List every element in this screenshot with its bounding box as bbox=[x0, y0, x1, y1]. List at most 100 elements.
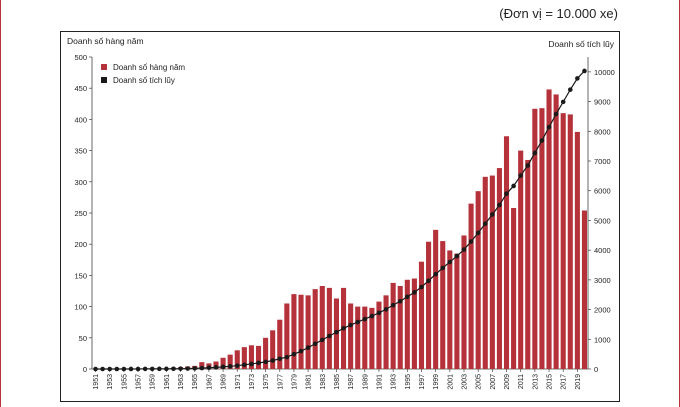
annual-sales-bar bbox=[376, 301, 382, 369]
x-tick-label: 1975 bbox=[263, 374, 270, 390]
y-left-tick-label: 150 bbox=[74, 271, 87, 280]
y-left-tick-label: 400 bbox=[74, 115, 87, 124]
annual-sales-bars bbox=[149, 89, 588, 370]
annual-sales-bar bbox=[319, 286, 325, 369]
annual-sales-bar bbox=[539, 108, 545, 369]
cumulative-sales-point bbox=[305, 345, 311, 350]
annual-sales-bar bbox=[560, 113, 566, 369]
cumulative-sales-point bbox=[454, 253, 460, 259]
x-tick-label: 1973 bbox=[249, 374, 256, 390]
cumulative-sales-point bbox=[107, 366, 113, 372]
annual-sales-bar bbox=[291, 294, 297, 369]
cumulative-sales-point bbox=[440, 265, 446, 271]
annual-sales-bar bbox=[390, 282, 396, 369]
annual-sales-bar bbox=[418, 261, 425, 369]
cumulative-sales-point bbox=[263, 359, 268, 365]
cumulative-sales-point bbox=[518, 173, 523, 178]
annual-sales-bar bbox=[298, 294, 304, 369]
x-tick-label: 2015 bbox=[547, 374, 554, 390]
cumulative-sales-point bbox=[348, 322, 353, 328]
cumulative-sales-point bbox=[468, 239, 474, 244]
x-tick-label: 1959 bbox=[150, 374, 157, 390]
annual-sales-bar bbox=[234, 350, 240, 369]
cumulative-sales-point bbox=[362, 316, 368, 322]
cumulative-sales-point bbox=[100, 366, 105, 372]
x-tick-label: 2019 bbox=[575, 374, 582, 390]
annual-sales-bar bbox=[220, 357, 226, 369]
cumulative-sales-point bbox=[433, 271, 438, 277]
annual-sales-bar bbox=[326, 287, 332, 369]
cumulative-sales-point bbox=[213, 365, 219, 370]
cumulative-sales-point bbox=[539, 138, 545, 143]
annual-sales-bar bbox=[461, 235, 467, 369]
legend-swatch-cumulative bbox=[101, 77, 107, 83]
cumulative-sales-point bbox=[532, 150, 538, 156]
cumulative-sales-point bbox=[582, 68, 587, 74]
unit-note: (Đơn vị = 10.000 xe) bbox=[499, 6, 618, 21]
x-tick-label: 1971 bbox=[235, 374, 242, 390]
cumulative-sales-point bbox=[178, 366, 183, 371]
y-left-tick-label: 200 bbox=[74, 240, 87, 249]
annual-sales-bar bbox=[404, 279, 410, 369]
annual-sales-bar bbox=[270, 330, 276, 369]
cumulative-sales-point bbox=[277, 356, 283, 362]
annual-sales-bar bbox=[574, 131, 580, 369]
x-tick-label: 1963 bbox=[178, 374, 185, 390]
y-left-tick-label: 350 bbox=[74, 147, 87, 156]
cumulative-sales-point bbox=[298, 348, 304, 354]
x-tick-label: 1989 bbox=[362, 374, 369, 390]
cumulative-sales-point bbox=[497, 202, 502, 208]
y-left-tick-label: 300 bbox=[74, 178, 87, 187]
cumulative-sales-point bbox=[234, 363, 240, 368]
annual-sales-bar bbox=[411, 278, 417, 369]
cumulative-sales-point bbox=[135, 366, 141, 372]
x-tick-label: 1991 bbox=[376, 374, 383, 390]
cumulative-sales-point bbox=[142, 366, 148, 372]
x-tick-label: 1965 bbox=[192, 374, 199, 390]
cumulative-sales-point bbox=[447, 259, 453, 265]
cumulative-sales-point bbox=[227, 364, 233, 369]
x-tick-label: 1987 bbox=[348, 374, 355, 390]
annual-sales-bar bbox=[532, 108, 538, 370]
cumulative-sales-point bbox=[397, 298, 403, 304]
x-tick-label: 1997 bbox=[419, 374, 426, 390]
annual-sales-bar bbox=[503, 136, 510, 369]
legend: Doanh số hàng năm Doanh số tích lũy bbox=[101, 63, 185, 85]
y-left-tick-label: 50 bbox=[79, 334, 87, 343]
cumulative-sales-point bbox=[475, 230, 481, 236]
cumulative-sales-point bbox=[546, 124, 552, 130]
x-tick-label: 1955 bbox=[121, 374, 128, 390]
x-tick-label: 1983 bbox=[320, 374, 327, 390]
y-left-tick-label: 250 bbox=[74, 209, 87, 218]
y-right-tick-label: 4000 bbox=[594, 246, 611, 255]
y-left-tick-label: 450 bbox=[74, 84, 87, 93]
cumulative-sales-line bbox=[93, 68, 587, 372]
annual-sales-bar bbox=[277, 319, 283, 369]
cumulative-sales-point bbox=[504, 191, 509, 196]
x-tick-label: 2011 bbox=[518, 374, 525, 389]
cumulative-sales-point bbox=[327, 333, 332, 339]
annual-sales-bar bbox=[305, 295, 311, 369]
cumulative-sales-point bbox=[284, 354, 290, 360]
annual-sales-bar bbox=[454, 253, 460, 369]
annual-sales-bar bbox=[383, 295, 389, 369]
cumulative-sales-point bbox=[157, 366, 162, 372]
y-left-tick-label: 500 bbox=[74, 53, 87, 62]
annual-sales-bar bbox=[546, 89, 552, 369]
annual-sales-bar bbox=[348, 303, 354, 369]
legend-label-annual: Doanh số hàng năm bbox=[113, 63, 185, 72]
annual-sales-bar bbox=[312, 289, 318, 369]
x-tick-label: 2017 bbox=[561, 374, 568, 390]
cumulative-sales-point bbox=[291, 351, 297, 357]
cumulative-sales-point bbox=[93, 366, 98, 372]
y-left-tick-label: 100 bbox=[74, 303, 87, 312]
cumulative-sales-point bbox=[383, 306, 389, 312]
x-tick-label: 2013 bbox=[532, 374, 539, 390]
cumulative-sales-point bbox=[490, 212, 495, 217]
x-tick-label: 1995 bbox=[405, 374, 412, 390]
annual-sales-bar bbox=[511, 208, 517, 369]
cumulative-sales-point bbox=[256, 360, 261, 366]
annual-sales-bar bbox=[255, 345, 262, 369]
annual-sales-bar bbox=[362, 306, 368, 369]
annual-sales-bar bbox=[397, 286, 403, 369]
